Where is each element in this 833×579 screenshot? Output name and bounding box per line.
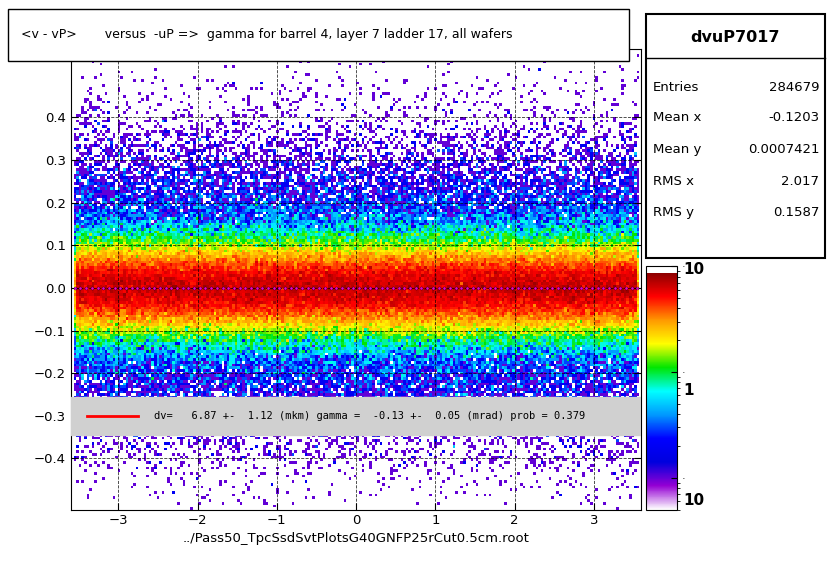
Text: 0.0007421: 0.0007421 <box>748 143 820 156</box>
Text: 10: 10 <box>683 493 704 508</box>
Text: RMS y: RMS y <box>653 206 694 219</box>
Text: 284679: 284679 <box>769 81 820 94</box>
Text: 10: 10 <box>683 262 704 277</box>
Text: 0.1587: 0.1587 <box>773 206 820 219</box>
X-axis label: ../Pass50_TpcSsdSvtPlotsG40GNFP25rCut0.5cm.root: ../Pass50_TpcSsdSvtPlotsG40GNFP25rCut0.5… <box>182 532 530 544</box>
Text: Mean x: Mean x <box>653 111 701 124</box>
Text: RMS x: RMS x <box>653 174 694 188</box>
Text: Entries: Entries <box>653 81 699 94</box>
Text: Mean y: Mean y <box>653 143 701 156</box>
Text: dvuP7017: dvuP7017 <box>691 30 780 45</box>
Text: 1: 1 <box>683 383 694 398</box>
Text: dv=   6.87 +-  1.12 (mkm) gamma =  -0.13 +-  0.05 (mrad) prob = 0.379: dv= 6.87 +- 1.12 (mkm) gamma = -0.13 +- … <box>154 411 586 421</box>
Text: <v - vP>       versus  -uP =>  gamma for barrel 4, layer 7 ladder 17, all wafers: <v - vP> versus -uP => gamma for barrel … <box>21 28 512 41</box>
Text: -0.1203: -0.1203 <box>768 111 820 124</box>
Text: 2.017: 2.017 <box>781 174 820 188</box>
Bar <box>71 397 641 435</box>
